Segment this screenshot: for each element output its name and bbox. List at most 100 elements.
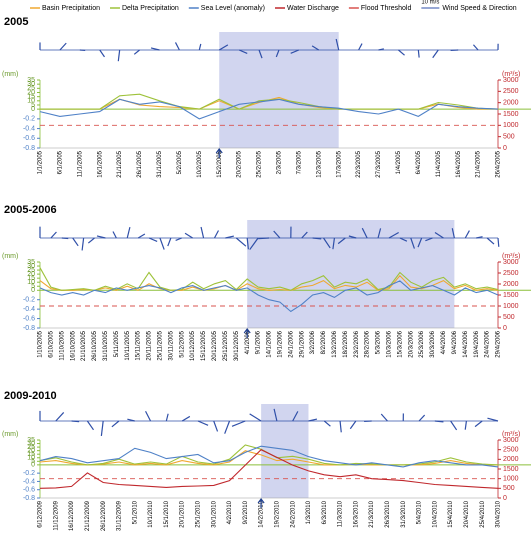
y2-tick-label: 2000 <box>503 281 519 288</box>
x-tick-label: 21/1/2005 <box>117 150 123 177</box>
x-tick-label: 25/2/2005 <box>257 150 263 177</box>
wind-arrow <box>301 231 308 239</box>
sea-tick-label: -0.2 <box>23 116 35 123</box>
x-tick-label: 1/10/2005 <box>38 330 44 357</box>
x-tick-label: 10/1/2010 <box>148 500 154 527</box>
right-axis-label: (m³/s) <box>502 431 520 438</box>
wind-arrow <box>50 231 57 239</box>
sea-tick-label: -0.4 <box>23 306 35 313</box>
x-tick-label: 20/3/2006 <box>408 330 414 357</box>
y-tick-label: 20 <box>27 271 35 278</box>
legend-label: Water Discharge <box>287 5 339 12</box>
wind-arrow <box>335 38 340 51</box>
x-tick-label: 1/1/2005 <box>38 150 44 174</box>
series-line <box>39 450 498 466</box>
sea-tick-label: -0.4 <box>23 478 35 485</box>
x-tick-label: 10/4/2010 <box>432 500 438 527</box>
x-tick-label: 26/10/2005 <box>92 330 98 361</box>
y-tick-label: 20 <box>27 447 35 454</box>
wind-arrow <box>225 235 234 239</box>
x-tick-label: 25/12/2005 <box>223 330 229 361</box>
wind-arrow <box>213 420 219 432</box>
x-tick-label: 5/4/2010 <box>417 500 423 524</box>
y-tick-label: 10 <box>27 455 35 462</box>
wind-arrow <box>127 418 135 422</box>
wind-arrow <box>137 233 146 239</box>
wind-arrow <box>224 420 231 434</box>
panel-title: 2005-2006 <box>4 204 57 216</box>
wind-arrow <box>133 49 140 55</box>
y2-tick-label: 0 <box>503 495 507 502</box>
wind-arrow <box>86 420 94 431</box>
wind-arrow <box>100 420 104 437</box>
x-tick-label: 16/3/2010 <box>353 500 359 527</box>
x-tick-label: 10/2/2005 <box>197 150 203 177</box>
wind-arrow <box>292 411 299 422</box>
x-tick-label: 5/12/2005 <box>179 330 185 357</box>
left-axis-label: (mm) <box>2 253 18 260</box>
x-tick-label: 15/2/2005 <box>217 150 223 177</box>
x-tick-label: 2/3/2005 <box>277 150 283 174</box>
sea-tick-label: -0.2 <box>23 470 35 477</box>
wind-arrow <box>112 231 117 239</box>
wind-arrow <box>323 237 331 249</box>
x-tick-label: 13/2/2006 <box>332 330 338 357</box>
x-tick-label: 1/4/2005 <box>396 150 402 174</box>
y-tick-label: 15 <box>27 93 35 100</box>
wind-arrow <box>72 237 79 247</box>
x-tick-label: 16/10/2005 <box>70 330 76 361</box>
x-tick-label: 20/12/2005 <box>212 330 218 361</box>
wind-arrow <box>258 237 270 240</box>
x-tick-label: 10/11/2005 <box>125 330 131 360</box>
x-tick-label: 21/10/2005 <box>81 330 87 361</box>
x-tick-label: 25/4/2010 <box>480 500 486 527</box>
x-tick-label: 6/4/2005 <box>416 150 422 174</box>
wind-arrow <box>323 420 331 427</box>
wind-arrow <box>198 43 202 51</box>
wind-arrow <box>339 420 342 433</box>
wind-arrow <box>434 420 444 423</box>
wind-arrow <box>378 48 384 51</box>
wind-arrow <box>432 49 439 59</box>
sea-tick-label: -0.8 <box>23 495 35 502</box>
wind-arrow <box>380 413 388 422</box>
x-tick-label: 22/3/2005 <box>356 150 362 177</box>
x-tick-label: 30/3/2006 <box>430 330 436 357</box>
wind-arrow <box>61 237 69 240</box>
wind-arrow <box>197 420 209 426</box>
x-tick-label: 4/4/2006 <box>441 330 447 354</box>
x-tick-label: 30/12/2005 <box>234 330 240 361</box>
wind-arrow <box>487 417 499 422</box>
series-line <box>39 280 499 313</box>
wind-arrow <box>410 237 415 249</box>
x-tick-label: 25/1/2010 <box>196 500 202 527</box>
y2-tick-label: 1500 <box>503 111 519 118</box>
legend-label: Basin Precipitation <box>42 5 100 12</box>
y-tick-label: 5 <box>31 283 35 290</box>
wind-arrow <box>55 412 65 422</box>
x-tick-label: 27/3/2005 <box>376 150 382 177</box>
x-tick-label: 24/2/2010 <box>290 500 296 527</box>
sea-tick-label: -0.6 <box>23 315 35 322</box>
series-line <box>39 98 499 120</box>
y2-tick-label: 1500 <box>503 466 519 473</box>
x-tick-label: 28/2/2006 <box>365 330 371 357</box>
wind-arrow <box>312 237 322 240</box>
x-tick-label: 6/10/2005 <box>48 330 54 357</box>
y2-tick-label: 2000 <box>503 456 519 463</box>
y-tick-label: 30 <box>27 263 35 270</box>
wind-scale-label: 10 m/s <box>421 0 439 6</box>
x-tick-label: 31/1/2005 <box>157 150 163 177</box>
x-tick-label: 5/1/2010 <box>132 500 138 524</box>
y2-tick-label: 500 <box>503 485 515 492</box>
wind-arrow <box>258 49 263 59</box>
x-tick-label: 21/12/2009 <box>85 500 91 531</box>
wind-arrow <box>311 45 320 51</box>
wind-arrow <box>246 237 249 250</box>
wind-arrow <box>476 236 483 239</box>
y2-tick-label: 3000 <box>503 77 519 84</box>
y2-tick-label: 1000 <box>503 303 519 310</box>
wind-arrow <box>349 420 357 430</box>
y-tick-label: 0 <box>31 106 35 113</box>
